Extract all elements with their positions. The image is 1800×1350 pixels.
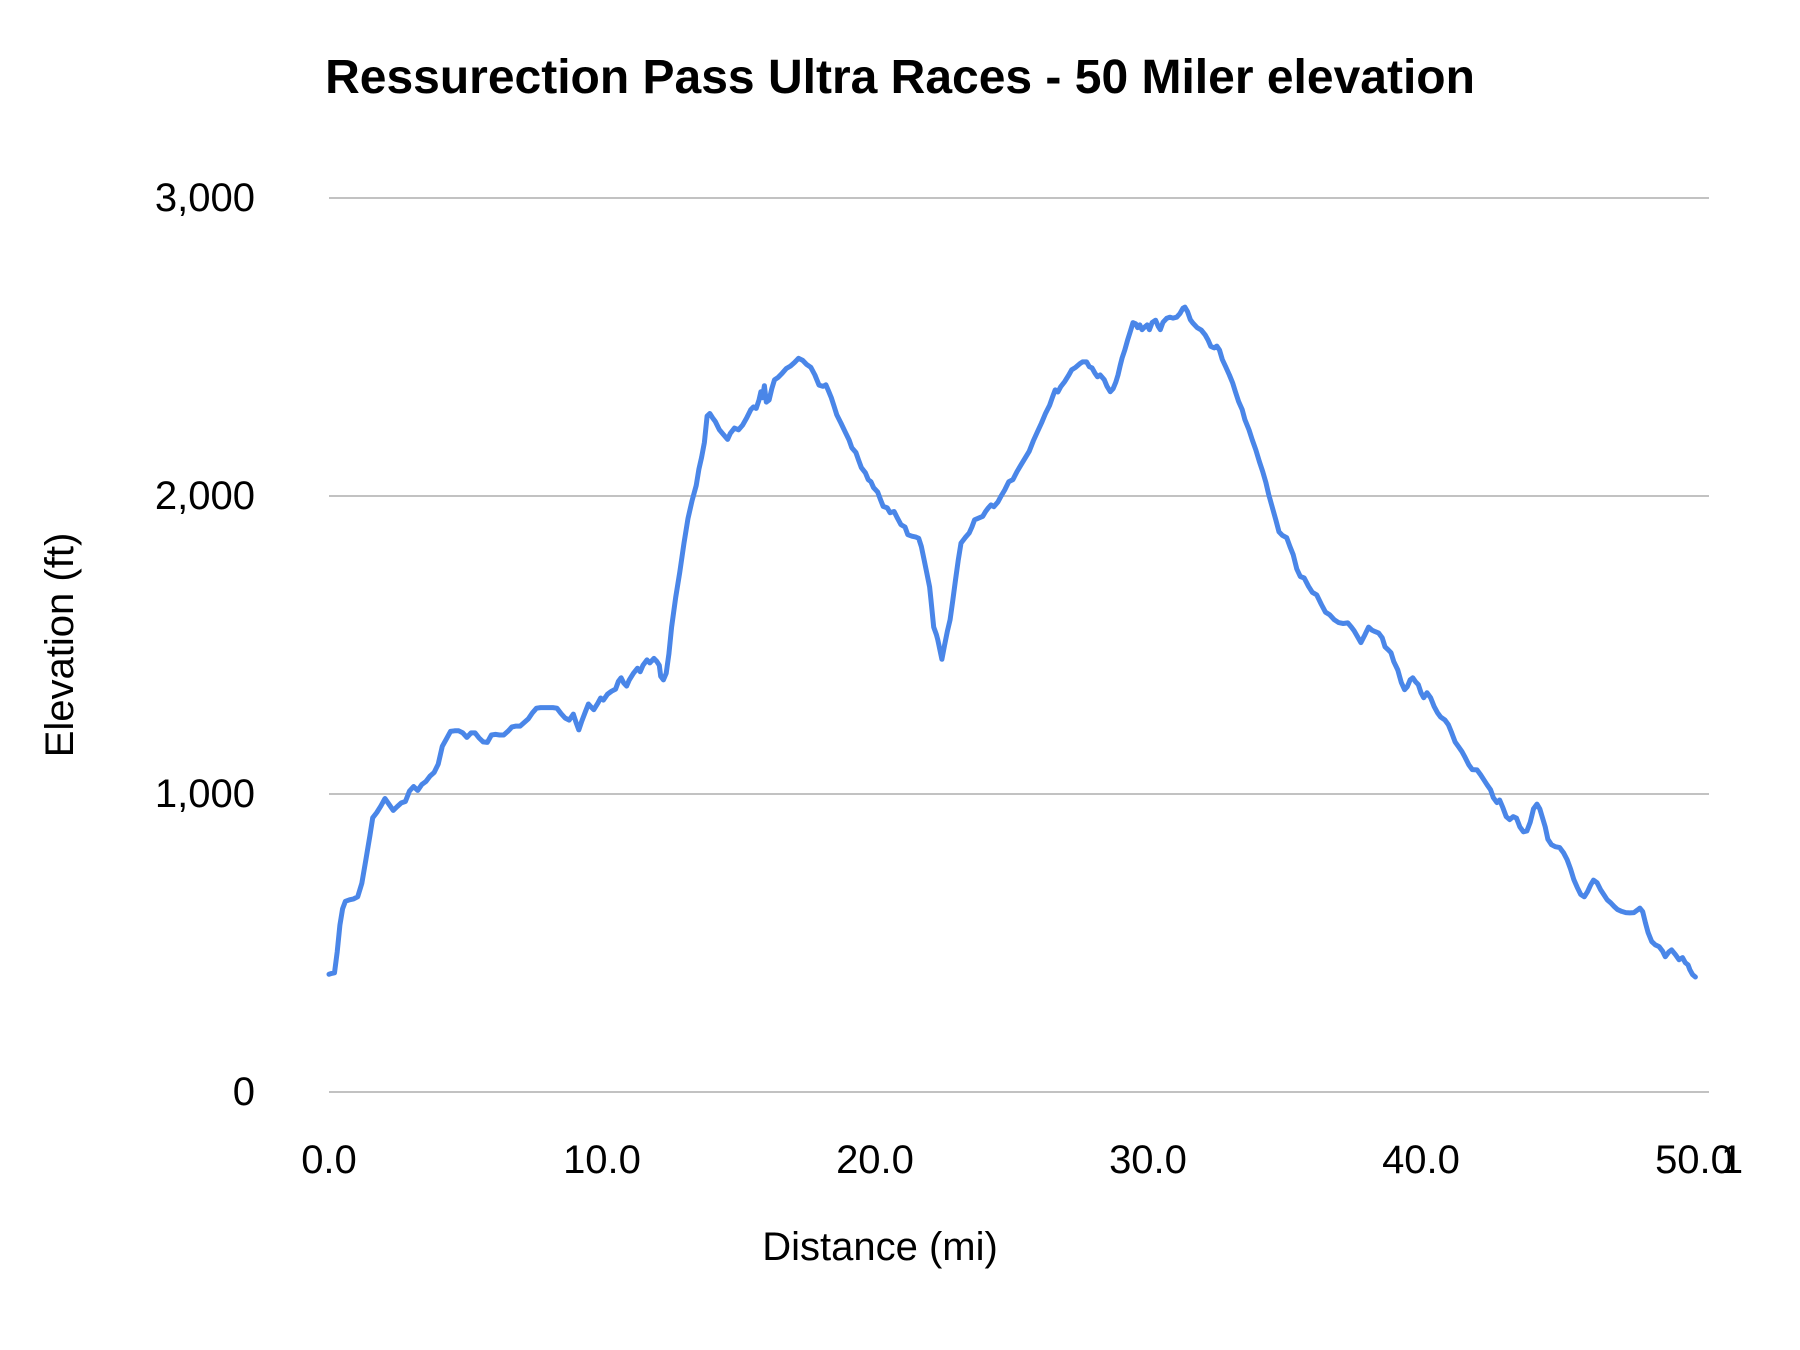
x-tick-label: 40.0 — [1382, 1138, 1460, 1182]
x-tick-label: 30.0 — [1109, 1138, 1187, 1182]
x-tick-label: 0.0 — [301, 1138, 357, 1182]
y-tick-label: 3,000 — [154, 176, 255, 220]
y-tick-label: 0 — [232, 1070, 255, 1114]
x-tick-label: 50.0 — [1655, 1138, 1733, 1182]
elevation-line — [326, 304, 1698, 980]
y-tick-label: 2,000 — [154, 474, 255, 518]
x-tick-label: 20.0 — [836, 1138, 914, 1182]
y-tick-label: 1,000 — [154, 772, 255, 816]
gridline-0 — [329, 1091, 1709, 1093]
gridline-1000 — [329, 793, 1709, 795]
x-tick-label: 10.0 — [563, 1138, 641, 1182]
chart-title: Ressurection Pass Ultra Races - 50 Miler… — [325, 51, 1475, 104]
x-axis-title: Distance (mi) — [762, 1225, 998, 1269]
x-tick-overlap-label: 1 — [1720, 1138, 1744, 1182]
gridline-2000 — [329, 495, 1709, 497]
gridline-3000 — [329, 197, 1709, 199]
